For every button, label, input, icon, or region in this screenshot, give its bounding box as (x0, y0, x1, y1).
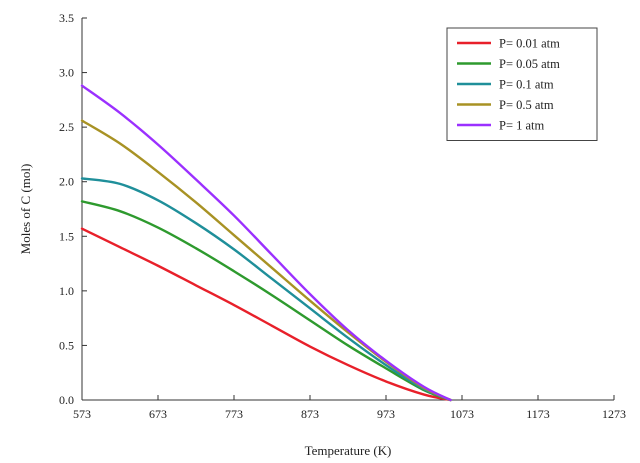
y-tick-label: 3.5 (59, 11, 74, 25)
series-line-3 (80, 177, 452, 402)
y-axis-label: Moles of C (mol) (18, 164, 33, 255)
legend-entry: P= 1 atm (499, 119, 545, 133)
series-lines (80, 84, 452, 402)
legend-entry: P= 0.5 atm (499, 98, 554, 112)
y-tick-label: 1.0 (59, 284, 74, 298)
legend-entry: P= 0.1 atm (499, 78, 554, 92)
x-axis-label: Temperature (K) (305, 443, 392, 458)
legend-entry: P= 0.01 atm (499, 37, 560, 51)
series-line-5 (80, 84, 452, 402)
legend-entry: P= 0.05 atm (499, 57, 560, 71)
x-tick-label: 773 (225, 407, 243, 421)
x-tick-label: 1273 (602, 407, 626, 421)
x-tick-label: 1073 (450, 407, 474, 421)
series-line-4 (80, 119, 452, 402)
series-line-1 (80, 227, 452, 402)
y-tick-label: 3.0 (59, 66, 74, 80)
x-tick-label: 873 (301, 407, 319, 421)
x-tick-label: 973 (377, 407, 395, 421)
legend: P= 0.01 atm P= 0.05 atm P= 0.1 atm P= 0.5 a… (446, 27, 598, 141)
y-tick-label: 0.0 (59, 393, 74, 407)
y-tick-label: 2.5 (59, 120, 74, 134)
y-tick-label: 2.0 (59, 175, 74, 189)
series-line-2 (80, 200, 452, 402)
x-tick-label: 573 (73, 407, 91, 421)
axes (81, 17, 615, 401)
x-tick-label: 1173 (526, 407, 550, 421)
y-tick-label: 0.5 (59, 338, 74, 352)
y-tick-label: 1.5 (59, 229, 74, 243)
x-tick-label: 673 (149, 407, 167, 421)
tick-labels: 573 673 773 873 973 1073 1173 1273 0.0 0.5 1.0 1.5 2… (59, 11, 626, 421)
